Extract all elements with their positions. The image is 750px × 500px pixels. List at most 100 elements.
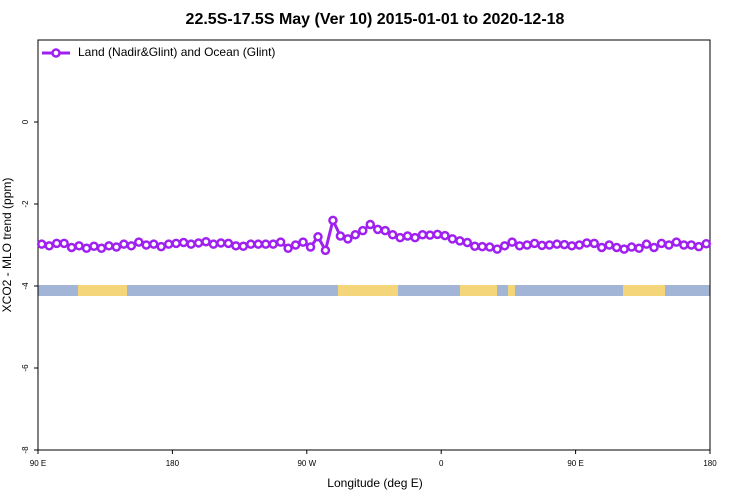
data-point (410, 232, 420, 243)
data-point (320, 245, 331, 256)
data-point (596, 242, 607, 253)
x-tick-label: 90 E (30, 459, 46, 468)
data-point (313, 232, 323, 242)
x-tick-label: 90 W (297, 459, 316, 468)
data-point (298, 237, 308, 247)
land-ocean-mask (38, 285, 710, 296)
data-point (402, 231, 413, 241)
y-axis-label: XCO2 - MLO trend (ppm) (0, 178, 14, 313)
data-point (634, 243, 644, 254)
data-point (343, 234, 353, 244)
data-point (611, 242, 622, 253)
data-point (335, 231, 346, 241)
data-point (119, 239, 129, 249)
x-tick-label: 180 (703, 459, 717, 468)
data-point (372, 224, 383, 235)
data-point (432, 229, 443, 240)
data-point (552, 239, 562, 249)
data-point (96, 243, 107, 254)
data-point (619, 244, 629, 254)
data-point (417, 230, 428, 240)
data-point (66, 242, 77, 253)
data-point (156, 241, 166, 252)
legend-marker (51, 48, 61, 58)
data-point (589, 238, 600, 249)
data-point (358, 225, 368, 236)
data-point (163, 239, 174, 249)
data-point (186, 239, 196, 249)
data-point (484, 242, 495, 252)
data-point (514, 241, 525, 251)
data-point (477, 241, 488, 252)
land-band (78, 285, 127, 296)
data-point (455, 236, 465, 246)
data-point (134, 237, 144, 247)
data-point (686, 240, 697, 250)
data-point (89, 241, 99, 251)
x-tick-label: 0 (439, 459, 444, 468)
data-point (656, 238, 667, 249)
y-tick-label: -4 (21, 282, 30, 290)
data-point (253, 239, 264, 249)
data-point (148, 239, 159, 249)
land-band (623, 285, 665, 296)
data-point (440, 230, 450, 241)
data-point (223, 238, 234, 249)
data-point (44, 241, 54, 251)
data-point (171, 238, 181, 249)
legend-label: Land (Nadir&Glint) and Ocean (Glint) (78, 45, 275, 59)
data-point (664, 240, 674, 250)
data-point (447, 234, 458, 244)
data-point (328, 215, 338, 226)
land-band (338, 285, 398, 296)
data-point (36, 239, 47, 249)
data-point (462, 237, 473, 248)
data-point (470, 241, 480, 251)
data-point (81, 243, 92, 254)
data-point (544, 240, 555, 250)
data-point (529, 238, 540, 249)
data-point (649, 242, 659, 253)
data-point (305, 242, 316, 252)
data-point (574, 240, 585, 250)
data-point (679, 240, 689, 250)
data-point (231, 241, 241, 251)
data-point (499, 241, 510, 251)
data-point (694, 241, 704, 252)
y-tick-label: -2 (21, 200, 30, 208)
data-point (268, 239, 278, 249)
data-point (111, 242, 122, 252)
data-point (238, 241, 249, 251)
data-point (290, 240, 301, 250)
data-point (126, 241, 137, 251)
data-point (141, 240, 152, 250)
data-point (641, 239, 652, 249)
land-band (508, 285, 515, 296)
data-point (283, 243, 293, 254)
data-point (380, 225, 390, 236)
data-point (260, 239, 271, 249)
data-point (365, 219, 376, 230)
data-point (275, 237, 286, 247)
data-point (701, 239, 712, 249)
data-point (208, 239, 219, 249)
data-point (425, 230, 435, 240)
y-tick-label: 0 (21, 119, 30, 124)
data-point (74, 241, 84, 251)
x-axis-label: Longitude (deg E) (327, 476, 422, 490)
data-point (507, 237, 517, 247)
data-point (626, 242, 637, 252)
data-point (104, 241, 114, 251)
data-point (537, 240, 547, 251)
data-point (567, 241, 577, 251)
data-point (216, 238, 226, 248)
data-point (387, 230, 398, 240)
data-point (582, 238, 592, 248)
data-point (522, 240, 532, 250)
data-point (395, 232, 405, 243)
x-tick-label: 90 E (567, 459, 583, 468)
x-tick-label: 180 (166, 459, 180, 468)
data-point (559, 239, 570, 250)
data-point (350, 230, 361, 240)
